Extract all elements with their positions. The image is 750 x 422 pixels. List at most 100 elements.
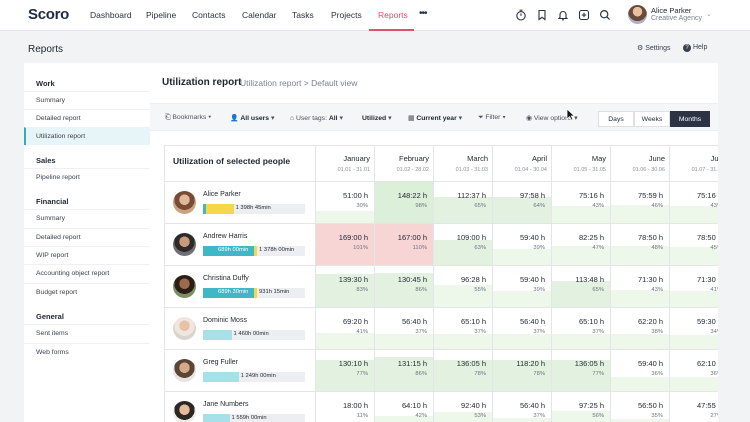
bell-icon[interactable]: [557, 9, 569, 21]
user-name[interactable]: Alice Parker: [651, 6, 692, 15]
users-dropdown[interactable]: 👤 All users ▾: [230, 114, 274, 122]
utilization-cell[interactable]: 56:40 h 37%: [374, 308, 433, 349]
utilization-cell[interactable]: 65:10 h 37%: [433, 308, 492, 349]
sidebar-item-pipeline-report[interactable]: Pipeline report: [24, 168, 150, 186]
utilization-cell[interactable]: 71:30 h 41%: [669, 266, 718, 307]
period-months-button[interactable]: Months: [670, 111, 710, 127]
utilization-cell[interactable]: 71:30 h 43%: [610, 266, 669, 307]
utilization-cell[interactable]: 131:15 h 86%: [374, 350, 433, 391]
utilization-cell[interactable]: 109:00 h 63%: [433, 224, 492, 265]
person-name[interactable]: Christina Duffy: [203, 275, 249, 282]
utilization-cell[interactable]: 112:37 h 65%: [433, 182, 492, 223]
utilization-cell[interactable]: 130:45 h 86%: [374, 266, 433, 307]
person-name[interactable]: Alice Parker: [203, 191, 241, 198]
utilization-cell[interactable]: 96:28 h 55%: [433, 266, 492, 307]
utilization-cell[interactable]: 118:20 h 78%: [492, 350, 551, 391]
cell-fill: [670, 206, 718, 223]
utilization-cell[interactable]: 78:50 h 45%: [669, 224, 718, 265]
nav-dashboard[interactable]: Dashboard: [90, 10, 132, 20]
search-icon[interactable]: [599, 9, 611, 21]
utilization-cell[interactable]: 18:00 h 11%: [315, 392, 374, 422]
utilization-cell[interactable]: 51:00 h 30%: [315, 182, 374, 223]
table-row[interactable]: Alice Parker 1 398h 45min 51:00 h 30% 148:22…: [165, 181, 718, 223]
sidebar-item-accounting-object-report[interactable]: Accounting object report: [24, 264, 150, 282]
utilization-cell[interactable]: 75:16 h 43%: [551, 182, 610, 223]
add-icon[interactable]: [578, 9, 590, 21]
sidebar-item-work-detailed-report[interactable]: Detailed report: [24, 109, 150, 127]
table-row[interactable]: Andrew Harris 689h 00min 1 378h 00min 169:0…: [165, 223, 718, 265]
bookmarks-dropdown[interactable]: ⎗ Bookmarks ▾: [165, 114, 211, 122]
utilization-cell[interactable]: 62:20 h 38%: [610, 308, 669, 349]
nav-projects[interactable]: Projects: [331, 10, 362, 20]
utilized-dropdown[interactable]: Utilized ▾: [362, 114, 391, 122]
utilization-cell[interactable]: 56:50 h 35%: [610, 392, 669, 422]
sidebar-item-utilization-report[interactable]: Utilization report: [24, 127, 150, 145]
nav-reports[interactable]: Reports: [378, 10, 408, 20]
person-name[interactable]: Dominic Moss: [203, 317, 247, 324]
user-avatar[interactable]: [628, 5, 647, 24]
utilization-cell[interactable]: 59:40 h 39%: [492, 224, 551, 265]
help-link[interactable]: ? Help: [683, 44, 707, 52]
utilization-cell[interactable]: 59:30 h 34%: [669, 308, 718, 349]
utilization-cell[interactable]: 169:00 h 101%: [315, 224, 374, 265]
utilization-cell[interactable]: 59:40 h 39%: [492, 266, 551, 307]
sidebar-item-wip-report[interactable]: WIP report: [24, 246, 150, 264]
bookmark-icon[interactable]: [536, 9, 548, 21]
utilization-cell[interactable]: 65:10 h 37%: [551, 308, 610, 349]
utilization-cell[interactable]: 82:25 h 47%: [551, 224, 610, 265]
utilization-cell[interactable]: 167:00 h 110%: [374, 224, 433, 265]
utilization-cell[interactable]: 136:05 h 78%: [433, 350, 492, 391]
utilization-cell[interactable]: 97:25 h 56%: [551, 392, 610, 422]
cell-hours: 113:48 h: [575, 275, 604, 284]
user-tags-dropdown[interactable]: ⌂ User tags: All ▾: [290, 114, 343, 122]
utilization-cell[interactable]: 97:58 h 64%: [492, 182, 551, 223]
sidebar-item-financial-summary[interactable]: Summary: [24, 209, 150, 227]
report-title: Utilization report: [162, 77, 242, 88]
nav-tasks[interactable]: Tasks: [292, 10, 314, 20]
person-name[interactable]: Greg Fuller: [203, 359, 239, 366]
utilization-cell[interactable]: 47:55 h 27%: [669, 392, 718, 422]
utilization-cell[interactable]: 136:05 h 77%: [551, 350, 610, 391]
person-name[interactable]: Jane Numbers: [203, 401, 249, 408]
utilization-cell[interactable]: 56:40 h 37%: [492, 392, 551, 422]
nav-pipeline[interactable]: Pipeline: [146, 10, 177, 20]
utilization-cell[interactable]: 62:10 h 36%: [669, 350, 718, 391]
period-days-button[interactable]: Days: [598, 111, 634, 127]
breadcrumb[interactable]: Utilization report > Default view: [240, 78, 358, 88]
view-options-dropdown[interactable]: ◉ View options ▾: [526, 114, 578, 122]
sidebar-item-work-summary[interactable]: Summary: [24, 91, 150, 109]
sidebar-item-sent-items[interactable]: Sent items: [24, 324, 150, 342]
nav-calendar[interactable]: Calendar: [242, 10, 277, 20]
sidebar-item-web-forms[interactable]: Web forms: [24, 343, 150, 361]
timer-icon[interactable]: [515, 9, 527, 21]
scoro-logo[interactable]: Scoro: [28, 6, 70, 23]
nav-contacts[interactable]: Contacts: [192, 10, 226, 20]
sidebar-item-budget-report[interactable]: Budget report: [24, 283, 150, 301]
utilization-cell[interactable]: 148:22 h 98%: [374, 182, 433, 223]
utilization-cell[interactable]: 59:40 h 36%: [610, 350, 669, 391]
sidebar-item-financial-detailed-report[interactable]: Detailed report: [24, 228, 150, 246]
filter-dropdown[interactable]: ⏷ Filter ▾: [478, 114, 506, 122]
utilization-cell[interactable]: 78:50 h 48%: [610, 224, 669, 265]
utilization-cell[interactable]: 64:10 h 42%: [374, 392, 433, 422]
table-row[interactable]: Christina Duffy 689h 30min 931h 15min 139:3…: [165, 265, 718, 307]
chevron-down-icon[interactable]: ⌄: [706, 11, 712, 18]
utilization-cell[interactable]: 130:10 h 77%: [315, 350, 374, 391]
utilization-cell[interactable]: 75:16 h 43%: [669, 182, 718, 223]
period-weeks-button[interactable]: Weeks: [634, 111, 670, 127]
table-row[interactable]: Greg Fuller 1 249h 00min 130:10 h 77% 131:15…: [165, 349, 718, 391]
utilization-cell[interactable]: 75:59 h 46%: [610, 182, 669, 223]
utilization-cell[interactable]: 56:40 h 37%: [492, 308, 551, 349]
utilization-cell[interactable]: 92:40 h 53%: [433, 392, 492, 422]
cell-hours: 56:40 h: [401, 317, 427, 326]
utilization-cell[interactable]: 69:20 h 41%: [315, 308, 374, 349]
more-menu-icon[interactable]: •••: [419, 8, 427, 19]
person-name[interactable]: Andrew Harris: [203, 233, 248, 240]
table-row[interactable]: Jane Numbers 1 559h 00min 18:00 h 11% 64:10 …: [165, 391, 718, 422]
cell-hours: 92:40 h: [460, 401, 486, 410]
period-dropdown[interactable]: ▦ Current year ▾: [408, 114, 462, 122]
utilization-cell[interactable]: 139:30 h 83%: [315, 266, 374, 307]
table-row[interactable]: Dominic Moss 1 460h 00min 69:20 h 41% 56:40 …: [165, 307, 718, 349]
utilization-cell[interactable]: 113:48 h 65%: [551, 266, 610, 307]
settings-link[interactable]: ⚙ Settings: [637, 44, 671, 52]
